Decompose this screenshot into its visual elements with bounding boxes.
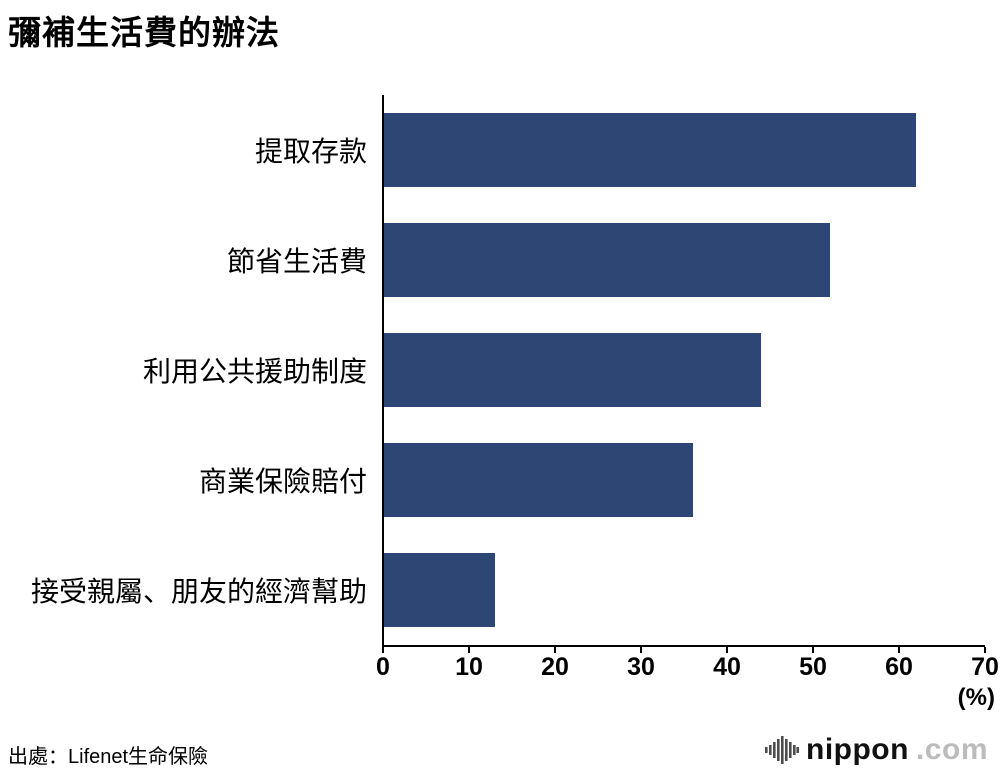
x-tick-mark [382,647,384,653]
nippon-logo: nippon .com [765,733,988,767]
x-tick-label: 0 [376,653,390,681]
chart-row: 接受親屬、朋友的經濟幫助 [0,535,985,645]
bar-0 [383,113,917,187]
x-tick-mark [812,647,814,653]
bar-track [383,315,985,425]
x-axis-line [382,645,985,647]
bar-track [383,425,985,535]
category-label: 提取存款 [254,136,367,167]
chart-row: 提取存款 [0,95,985,205]
x-axis-labels: 0 10 20 30 40 50 60 70 [376,653,999,683]
logo-domain-suffix: .com [915,733,988,766]
category-label: 商業保險賠付 [198,466,367,497]
x-tick-mark [726,647,728,653]
category-label: 節省生活費 [226,246,367,277]
source-note: 出處：Lifenet生命保險 [8,746,209,768]
x-tick-label: 30 [627,653,655,681]
bar-track [383,535,985,645]
bar-track [383,95,985,205]
bar-3 [383,443,693,517]
x-axis-ticks [382,647,986,654]
chart-row: 利用公共援助制度 [0,315,985,425]
x-tick-label: 60 [885,653,913,681]
x-tick-label: 50 [799,653,827,681]
chart-row: 商業保險賠付 [0,425,985,535]
x-tick-label: 70 [971,653,999,681]
bar-1 [383,223,831,297]
y-axis-line [382,95,384,647]
x-tick-label: 10 [455,653,483,681]
x-axis-unit: (%) [957,684,995,711]
page-title: 彌補生活費的辦法 [8,14,280,51]
logo-wordmark: nippon [806,733,909,766]
chart-row: 節省生活費 [0,205,985,315]
x-tick-mark [468,647,470,653]
soundwave-bars-icon [765,736,799,764]
category-label: 接受親屬、朋友的經濟幫助 [30,576,367,607]
bar-4 [383,553,495,627]
x-tick-mark [640,647,642,653]
bar-2 [383,333,762,407]
x-tick-mark [984,647,986,653]
category-label: 利用公共援助制度 [142,356,367,387]
x-tick-label: 40 [713,653,741,681]
bar-track [383,205,985,315]
bar-chart: 提取存款節省生活費利用公共援助制度商業保險賠付接受親屬、朋友的經濟幫助 [0,95,985,645]
x-tick-mark [898,647,900,653]
x-tick-label: 20 [541,653,569,681]
x-tick-mark [554,647,556,653]
